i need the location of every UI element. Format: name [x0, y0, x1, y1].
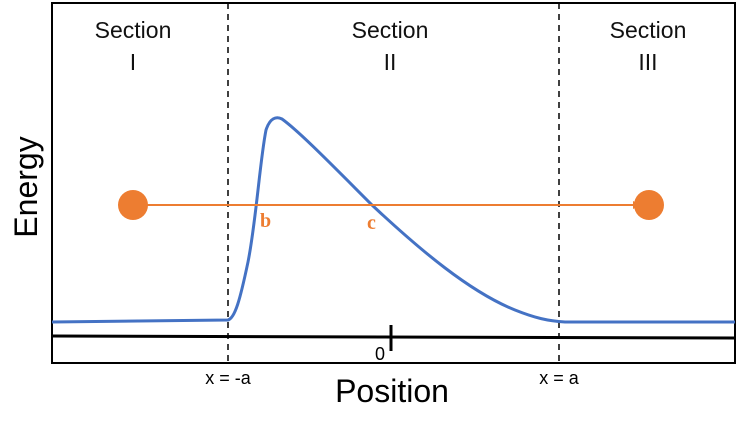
section-3-title: Section: [610, 17, 687, 43]
right-boundary-label: x = a: [539, 368, 580, 388]
section-2-numeral: II: [384, 49, 397, 75]
section-3-numeral: III: [638, 49, 657, 75]
point-b-label: b: [260, 210, 271, 232]
origin-label: 0: [375, 344, 385, 364]
left-boundary-label: x = -a: [205, 368, 252, 388]
section-1-title: Section: [95, 17, 172, 43]
x-axis-title: Position: [335, 373, 449, 409]
particle-start: [118, 190, 148, 220]
potential-curve: [51, 116, 735, 324]
y-axis-title: Energy: [8, 136, 44, 237]
section-1-numeral: I: [130, 49, 136, 75]
particle-end: [634, 190, 664, 220]
plot-frame: [51, 2, 736, 364]
position-axis: [51, 334, 736, 340]
point-c-label: c: [367, 212, 376, 234]
section-2-title: Section: [352, 17, 429, 43]
